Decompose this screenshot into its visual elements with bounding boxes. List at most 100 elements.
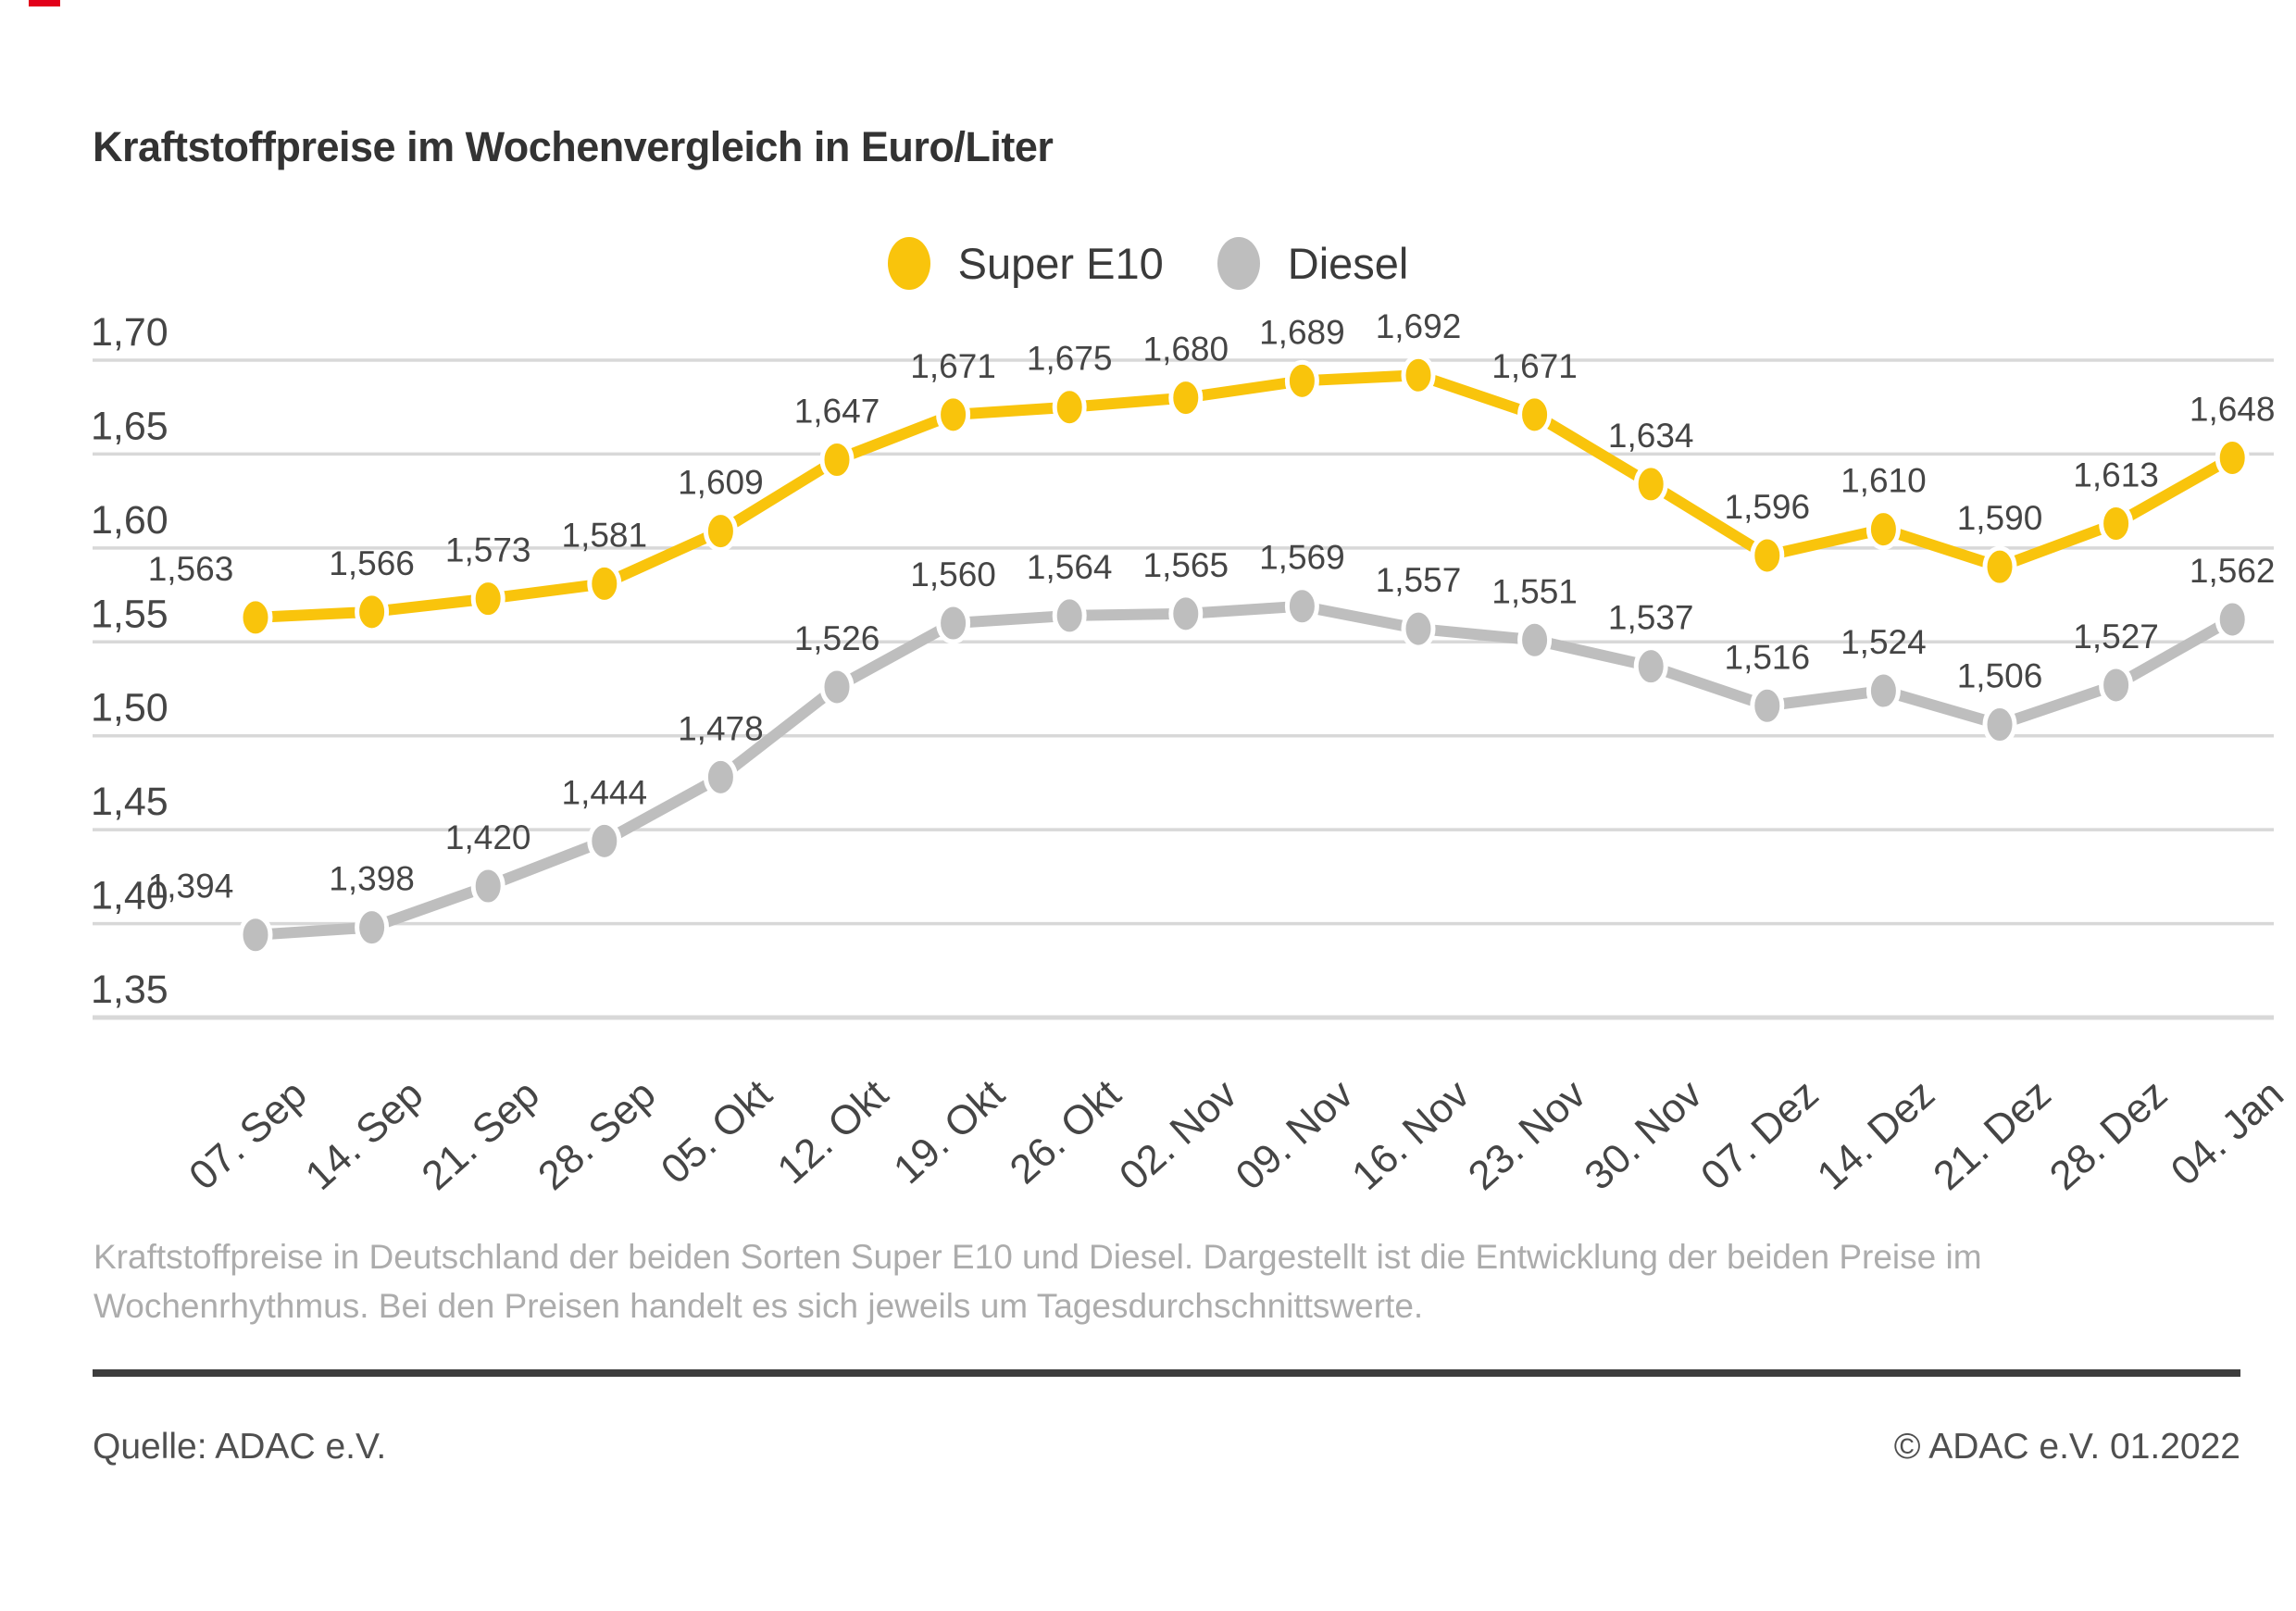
data-point-label-diesel: 1,537 [1608,599,1694,637]
data-point-label-super-e10: 1,671 [1491,347,1578,385]
x-axis-label: 21. Dez [1925,1071,2059,1199]
data-point-diesel [355,906,390,949]
x-axis-label: 12. Okt [768,1071,896,1193]
data-point-diesel [1866,669,1901,712]
legend-label-diesel: Diesel [1287,239,1409,288]
data-point-super-e10 [1401,354,1436,396]
data-point-super-e10 [1866,508,1901,551]
data-point-label-diesel: 1,557 [1376,561,1462,599]
data-point-label-super-e10: 1,590 [1957,499,2043,537]
chart-title: Kraftstoffpreise im Wochenvergleich in E… [93,123,1054,170]
series-line-diesel [250,600,2239,941]
data-point-label-super-e10: 1,648 [2190,390,2276,428]
data-point-label-diesel: 1,562 [2190,552,2276,590]
data-point-diesel [1633,645,1668,688]
y-axis-label: 1,50 [91,686,168,731]
data-point-label-super-e10: 1,692 [1376,307,1462,345]
x-axis-label: 28. Sep [530,1071,665,1199]
data-point-diesel [470,865,505,907]
x-axis-label: 23. Nov [1460,1071,1594,1199]
data-point-label-super-e10: 1,596 [1725,488,1811,526]
data-point-diesel [1052,594,1087,637]
data-point-super-e10 [1168,377,1204,419]
data-point-super-e10 [1750,534,1785,577]
x-axis-label: 30. Nov [1576,1071,1710,1199]
data-point-diesel [238,914,273,956]
copyright-text: © ADAC e.V. 01.2022 [1893,1427,2240,1467]
data-point-diesel [1168,593,1204,635]
x-axis-label: 28. Dez [2041,1071,2176,1199]
x-axis-label: 04. Jan [2163,1071,2292,1194]
data-point-super-e10 [470,578,505,620]
data-point-super-e10 [1517,393,1553,436]
data-point-label-diesel: 1,526 [794,619,880,657]
y-axis-label: 1,35 [91,968,168,1012]
data-point-label-super-e10: 1,610 [1841,462,1927,500]
data-point-label-super-e10: 1,675 [1027,340,1113,378]
data-point-super-e10 [1633,463,1668,506]
data-point-label-diesel: 1,569 [1259,539,1345,577]
data-point-label-diesel: 1,506 [1957,657,2043,695]
data-point-label-super-e10: 1,581 [562,516,648,554]
data-point-label-diesel: 1,516 [1725,638,1811,676]
legend-label-super-e10: Super E10 [957,239,1164,288]
data-point-super-e10 [819,439,855,481]
data-point-label-diesel: 1,560 [910,556,996,593]
x-axis-label: 14. Sep [297,1071,432,1199]
y-axis-label: 1,40 [91,874,168,918]
data-point-super-e10 [703,510,738,553]
data-point-label-diesel: 1,444 [562,773,648,811]
data-point-diesel [703,756,738,798]
data-point-diesel [1982,704,2017,746]
footer: Quelle: ADAC e.V. © ADAC e.V. 01.2022 [93,1427,2240,1467]
data-point-label-super-e10: 1,689 [1259,313,1345,351]
x-axis-label: 19. Okt [885,1071,1013,1193]
data-point-label-diesel: 1,524 [1841,623,1927,661]
x-axis-label: 07. Dez [1692,1071,1827,1199]
data-point-label-diesel: 1,551 [1491,572,1578,610]
data-point-super-e10 [1284,359,1319,402]
data-point-super-e10 [587,562,622,605]
series-line-super-e10 [250,369,2239,623]
legend-marker-diesel-icon [1217,237,1260,290]
data-point-super-e10 [1982,545,2017,588]
x-axis-label: 02. Nov [1111,1071,1245,1199]
data-point-label-diesel: 1,565 [1143,546,1229,584]
legend-item-super-e10: Super E10 [887,237,1164,290]
data-point-label-diesel: 1,420 [445,818,531,856]
data-point-super-e10 [1052,386,1087,429]
legend-marker-super-e10-icon [887,237,930,290]
red-corner-mark [29,0,60,6]
legend-item-diesel: Diesel [1217,237,1409,290]
data-point-diesel [1750,684,1785,727]
data-point-super-e10 [2215,436,2250,479]
data-point-label-super-e10: 1,563 [148,550,234,588]
data-point-label-super-e10: 1,647 [794,393,880,431]
data-point-label-super-e10: 1,566 [329,544,415,582]
data-point-label-diesel: 1,394 [148,868,234,905]
chart-description: Kraftstoffpreise in Deutschland der beid… [94,1238,1982,1325]
y-axis-label: 1,45 [91,780,168,824]
y-axis-label: 1,60 [91,498,168,543]
data-point-label-diesel: 1,527 [2073,618,2159,656]
data-point-label-super-e10: 1,573 [445,531,531,569]
data-point-label-diesel: 1,398 [329,860,415,898]
chart-legend: Super E10 Diesel [0,237,2296,290]
x-axis-label: 07. Sep [181,1071,316,1199]
data-point-diesel [1284,585,1319,628]
y-axis-label: 1,65 [91,404,168,448]
data-point-diesel [2215,598,2250,641]
x-axis-label: 16. Nov [1343,1071,1478,1199]
data-point-label-diesel: 1,564 [1027,548,1113,586]
data-point-diesel [1517,618,1553,661]
x-axis-label: 26. Okt [1002,1071,1129,1193]
data-point-label-super-e10: 1,680 [1143,331,1229,368]
source-text: Quelle: ADAC e.V. [93,1427,387,1467]
x-axis-label: 09. Nov [1228,1071,1362,1199]
x-axis-label: 21. Sep [413,1071,548,1199]
y-axis-label: 1,55 [91,592,168,636]
data-point-label-diesel: 1,478 [678,709,764,747]
data-point-super-e10 [2099,502,2134,544]
data-point-label-super-e10: 1,609 [678,464,764,502]
data-point-label-super-e10: 1,671 [910,347,996,385]
